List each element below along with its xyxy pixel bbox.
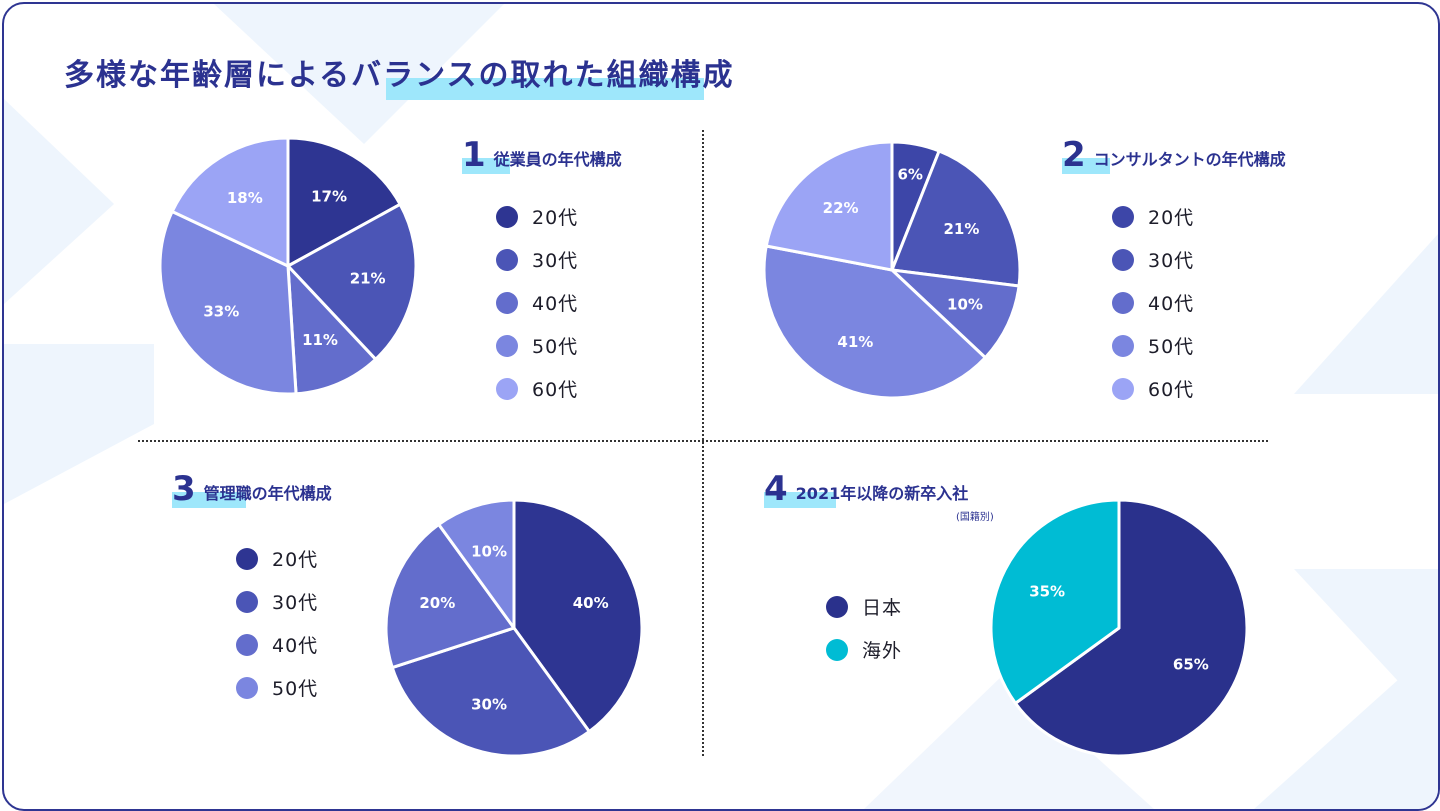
pie-slice — [286, 136, 402, 268]
pie-slice-label: 40% — [573, 594, 609, 612]
pie-slice — [437, 498, 516, 630]
legend-label: 20代 — [1148, 207, 1195, 229]
legend-item: 20代 — [1112, 195, 1194, 238]
legend-label: 海外 — [862, 640, 903, 662]
legend-item: 20代 — [236, 537, 318, 580]
legend-swatch — [1112, 248, 1134, 271]
pie-charts: 17% 21% 11% 33% 18% 6% 21% 10% 41% 22% 40% 30% 20% 10… — [158, 136, 1249, 758]
pie-slice-label: 41% — [837, 333, 873, 351]
pie-slice-label: 6% — [897, 165, 922, 183]
legend-item: 50代 — [236, 666, 318, 709]
pie-slice-label: 18% — [227, 189, 263, 207]
legend-label: 50代 — [1148, 336, 1195, 358]
legend-item: 60代 — [1112, 367, 1194, 410]
pie-slice — [390, 626, 591, 758]
legend-label: 30代 — [272, 592, 319, 614]
legend-item: 60代 — [496, 367, 578, 410]
legend-label: 20代 — [532, 207, 579, 229]
legend-label: 40代 — [1148, 293, 1195, 315]
pie-slice-label: 33% — [203, 302, 239, 320]
legend-swatch — [496, 248, 518, 271]
page-title: 多様な年齢層によるバランスの取れた組織構成 — [64, 50, 735, 100]
legend-item: 40代 — [496, 281, 578, 324]
section-heading-1: 1 従業員の年代構成 — [462, 135, 622, 175]
pie-slice-label: 21% — [943, 220, 979, 238]
legend-label: 60代 — [1148, 379, 1195, 401]
pie-slice-label: 65% — [1173, 656, 1209, 674]
legend-swatch — [1112, 205, 1134, 228]
pie-slice — [512, 498, 644, 734]
pie-slice — [890, 149, 1022, 288]
legend-item: 海外 — [826, 628, 902, 671]
pie-slice-label: 35% — [1029, 582, 1065, 600]
section-heading-3: 3 管理職の年代構成 — [172, 469, 332, 509]
pie-slice-label: 11% — [302, 331, 338, 349]
pie-slice — [286, 202, 418, 361]
pie-slice-label: 17% — [311, 188, 347, 206]
pie-slice — [286, 264, 378, 396]
legend-item: 30代 — [1112, 238, 1194, 281]
legend-label: 40代 — [272, 635, 319, 657]
legend-item: 30代 — [236, 580, 318, 623]
legend-swatch — [496, 291, 518, 314]
pie-slice — [170, 136, 290, 268]
divider-horizontal — [138, 440, 1268, 442]
legend-item: 50代 — [496, 324, 578, 367]
legend-swatch — [236, 590, 258, 613]
pie-slice — [762, 244, 987, 400]
legend-swatch — [236, 547, 258, 570]
legend-item: 30代 — [496, 238, 578, 281]
pie-slice — [890, 268, 1021, 360]
section-heading-2: 2 コンサルタントの年代構成 — [1062, 135, 1286, 175]
pie-slice-label: 22% — [823, 199, 859, 217]
legend-swatch — [1112, 291, 1134, 314]
legend-swatch — [826, 595, 848, 618]
legend-label: 30代 — [532, 250, 579, 272]
background-decoration — [4, 4, 1438, 809]
legend-swatch — [496, 377, 518, 400]
pie-slice-label: 10% — [471, 542, 507, 560]
pie-slice-label: 10% — [947, 295, 983, 313]
pie-slice — [764, 140, 894, 272]
legend-swatch — [236, 633, 258, 656]
legend-label: 20代 — [272, 549, 319, 571]
pie-slice — [989, 498, 1121, 705]
legend-3: 20代 30代 40代 50代 — [236, 537, 318, 709]
legend-label: 30代 — [1148, 250, 1195, 272]
legend-swatch — [236, 676, 258, 699]
legend-swatch — [1112, 334, 1134, 357]
legend-item: 20代 — [496, 195, 578, 238]
section-heading-4: 4 2021年以降の新卒入社 — [764, 469, 969, 509]
legend-label: 40代 — [532, 293, 579, 315]
legend-label: 日本 — [862, 597, 903, 619]
divider-vertical — [702, 130, 704, 756]
legend-label: 60代 — [532, 379, 579, 401]
pie-slice-label: 20% — [419, 594, 455, 612]
pie-slice — [384, 522, 516, 670]
legend-label: 50代 — [532, 336, 579, 358]
legend-label: 50代 — [272, 678, 319, 700]
pie-slice — [158, 210, 298, 396]
legend-item: 日本 — [826, 585, 902, 628]
legend-2: 20代 30代 40代 50代 60代 — [1112, 195, 1194, 410]
legend-item: 50代 — [1112, 324, 1194, 367]
legend-swatch — [826, 638, 848, 661]
legend-swatch — [496, 205, 518, 228]
pie-slice — [1013, 498, 1249, 758]
pie-slice-label: 21% — [350, 270, 386, 288]
legend-item: 40代 — [236, 623, 318, 666]
legend-swatch — [1112, 377, 1134, 400]
legend-item: 40代 — [1112, 281, 1194, 324]
legend-swatch — [496, 334, 518, 357]
section-4-subtitle: (国籍別) — [956, 512, 994, 523]
legend-1: 20代 30代 40代 50代 60代 — [496, 195, 578, 410]
pie-slice-label: 30% — [471, 696, 507, 714]
legend-4: 日本 海外 — [826, 585, 902, 671]
